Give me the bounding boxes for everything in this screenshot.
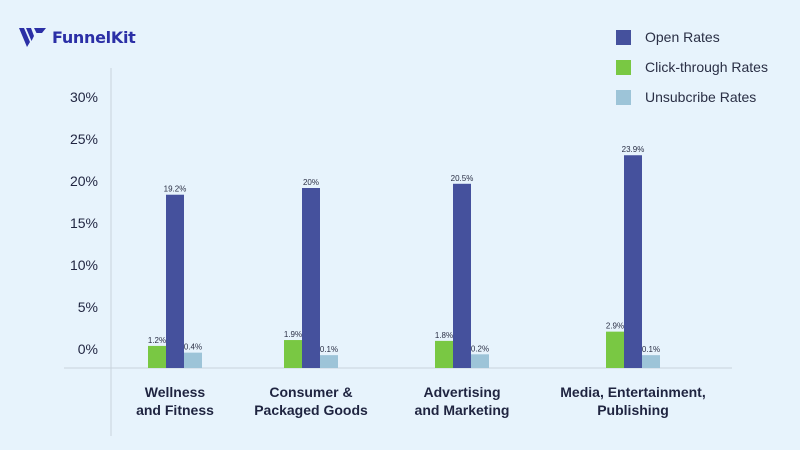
data-label: 1.9% [284,330,302,339]
bar [166,194,184,368]
data-label: 2.9% [606,322,624,331]
category-label: Consumer & [269,384,352,400]
brand-name-accent: Kit [110,27,136,47]
y-tick-label: 25% [70,131,98,147]
category-label: and Marketing [415,402,510,418]
data-label: 0.1% [320,345,338,354]
legend-item-unsubscribe-rates: Unsubcribe Rates [616,82,768,112]
category-label: Media, Entertainment, [560,384,705,400]
y-tick-label: 30% [70,89,98,105]
bar [471,354,489,368]
funnelkit-logo-icon [19,28,46,47]
y-tick-label: 10% [70,257,98,273]
y-tick-label: 20% [70,173,98,189]
bar [642,355,660,368]
legend-swatch-unsubscribe-rates [616,89,631,105]
data-label: 19.2% [164,185,187,194]
funnelkit-logo: FunnelKit [18,26,136,48]
y-tick-label: 15% [70,215,98,231]
legend-item-open-rates: Open Rates [616,22,768,52]
bar [453,183,471,368]
data-label: 20.5% [451,174,474,183]
category-label: and Fitness [136,402,214,418]
legend-label-click-through-rates: Click-through Rates [645,59,768,75]
legend-swatch-click-through-rates [616,59,631,75]
bar [148,345,166,368]
data-label: 20% [303,178,319,187]
bar [184,352,202,368]
brand-name: FunnelKit [52,27,136,47]
bar [435,340,453,368]
bar [606,331,624,368]
data-label: 23.9% [622,145,645,154]
legend-label-unsubscribe-rates: Unsubcribe Rates [645,89,757,105]
data-label: 0.4% [184,343,202,352]
category-label: Wellness [145,384,206,400]
category-label: Advertising [423,384,500,400]
legend-swatch-open-rates [616,29,631,45]
data-label: 0.1% [642,345,660,354]
data-label: 1.2% [148,336,166,345]
bar [302,188,320,368]
brand-name-main: Funnel [52,27,111,47]
y-tick-label: 0% [78,341,98,357]
y-tick-label: 5% [78,299,98,315]
data-label: 1.8% [435,331,453,340]
data-label: 0.2% [471,344,489,353]
category-label: Packaged Goods [254,402,368,418]
bar [320,355,338,368]
bar [284,340,302,368]
bar [624,155,642,368]
legend-item-click-through-rates: Click-through Rates [616,52,768,82]
legend-label-open-rates: Open Rates [645,29,720,45]
category-label: Publishing [597,402,669,418]
chart-legend: Open Rates Click-through Rates Unsubcrib… [616,22,768,112]
